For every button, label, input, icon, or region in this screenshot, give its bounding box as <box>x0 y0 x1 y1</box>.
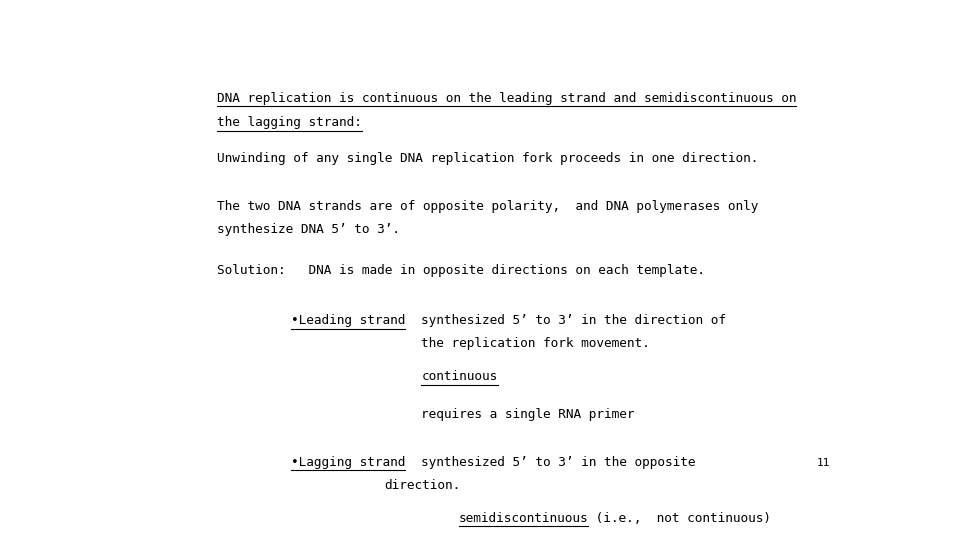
Text: 11: 11 <box>817 458 830 468</box>
Text: The two DNA strands are of opposite polarity,  and DNA polymerases only: The two DNA strands are of opposite pola… <box>217 200 758 213</box>
Text: semidiscontinuous: semidiscontinuous <box>459 512 588 525</box>
Text: •Leading strand: •Leading strand <box>291 314 405 327</box>
Text: •Lagging strand: •Lagging strand <box>291 456 405 469</box>
Text: requires a single RNA primer: requires a single RNA primer <box>421 408 635 421</box>
Text: continuous: continuous <box>421 370 497 383</box>
Text: Unwinding of any single DNA replication fork proceeds in one direction.: Unwinding of any single DNA replication … <box>217 152 758 165</box>
Text: synthesize DNA 5’ to 3’.: synthesize DNA 5’ to 3’. <box>217 223 399 236</box>
Text: synthesized 5’ to 3’ in the opposite: synthesized 5’ to 3’ in the opposite <box>421 456 696 469</box>
Text: synthesized 5’ to 3’ in the direction of: synthesized 5’ to 3’ in the direction of <box>421 314 727 327</box>
Text: the replication fork movement.: the replication fork movement. <box>421 337 650 350</box>
Text: (i.e.,  not continuous): (i.e., not continuous) <box>588 512 771 525</box>
Text: Solution:   DNA is made in opposite directions on each template.: Solution: DNA is made in opposite direct… <box>217 265 705 278</box>
Text: DNA replication is continuous on the leading strand and semidiscontinuous on: DNA replication is continuous on the lea… <box>217 92 796 105</box>
Text: direction.: direction. <box>384 478 461 491</box>
Text: the lagging strand:: the lagging strand: <box>217 116 362 129</box>
